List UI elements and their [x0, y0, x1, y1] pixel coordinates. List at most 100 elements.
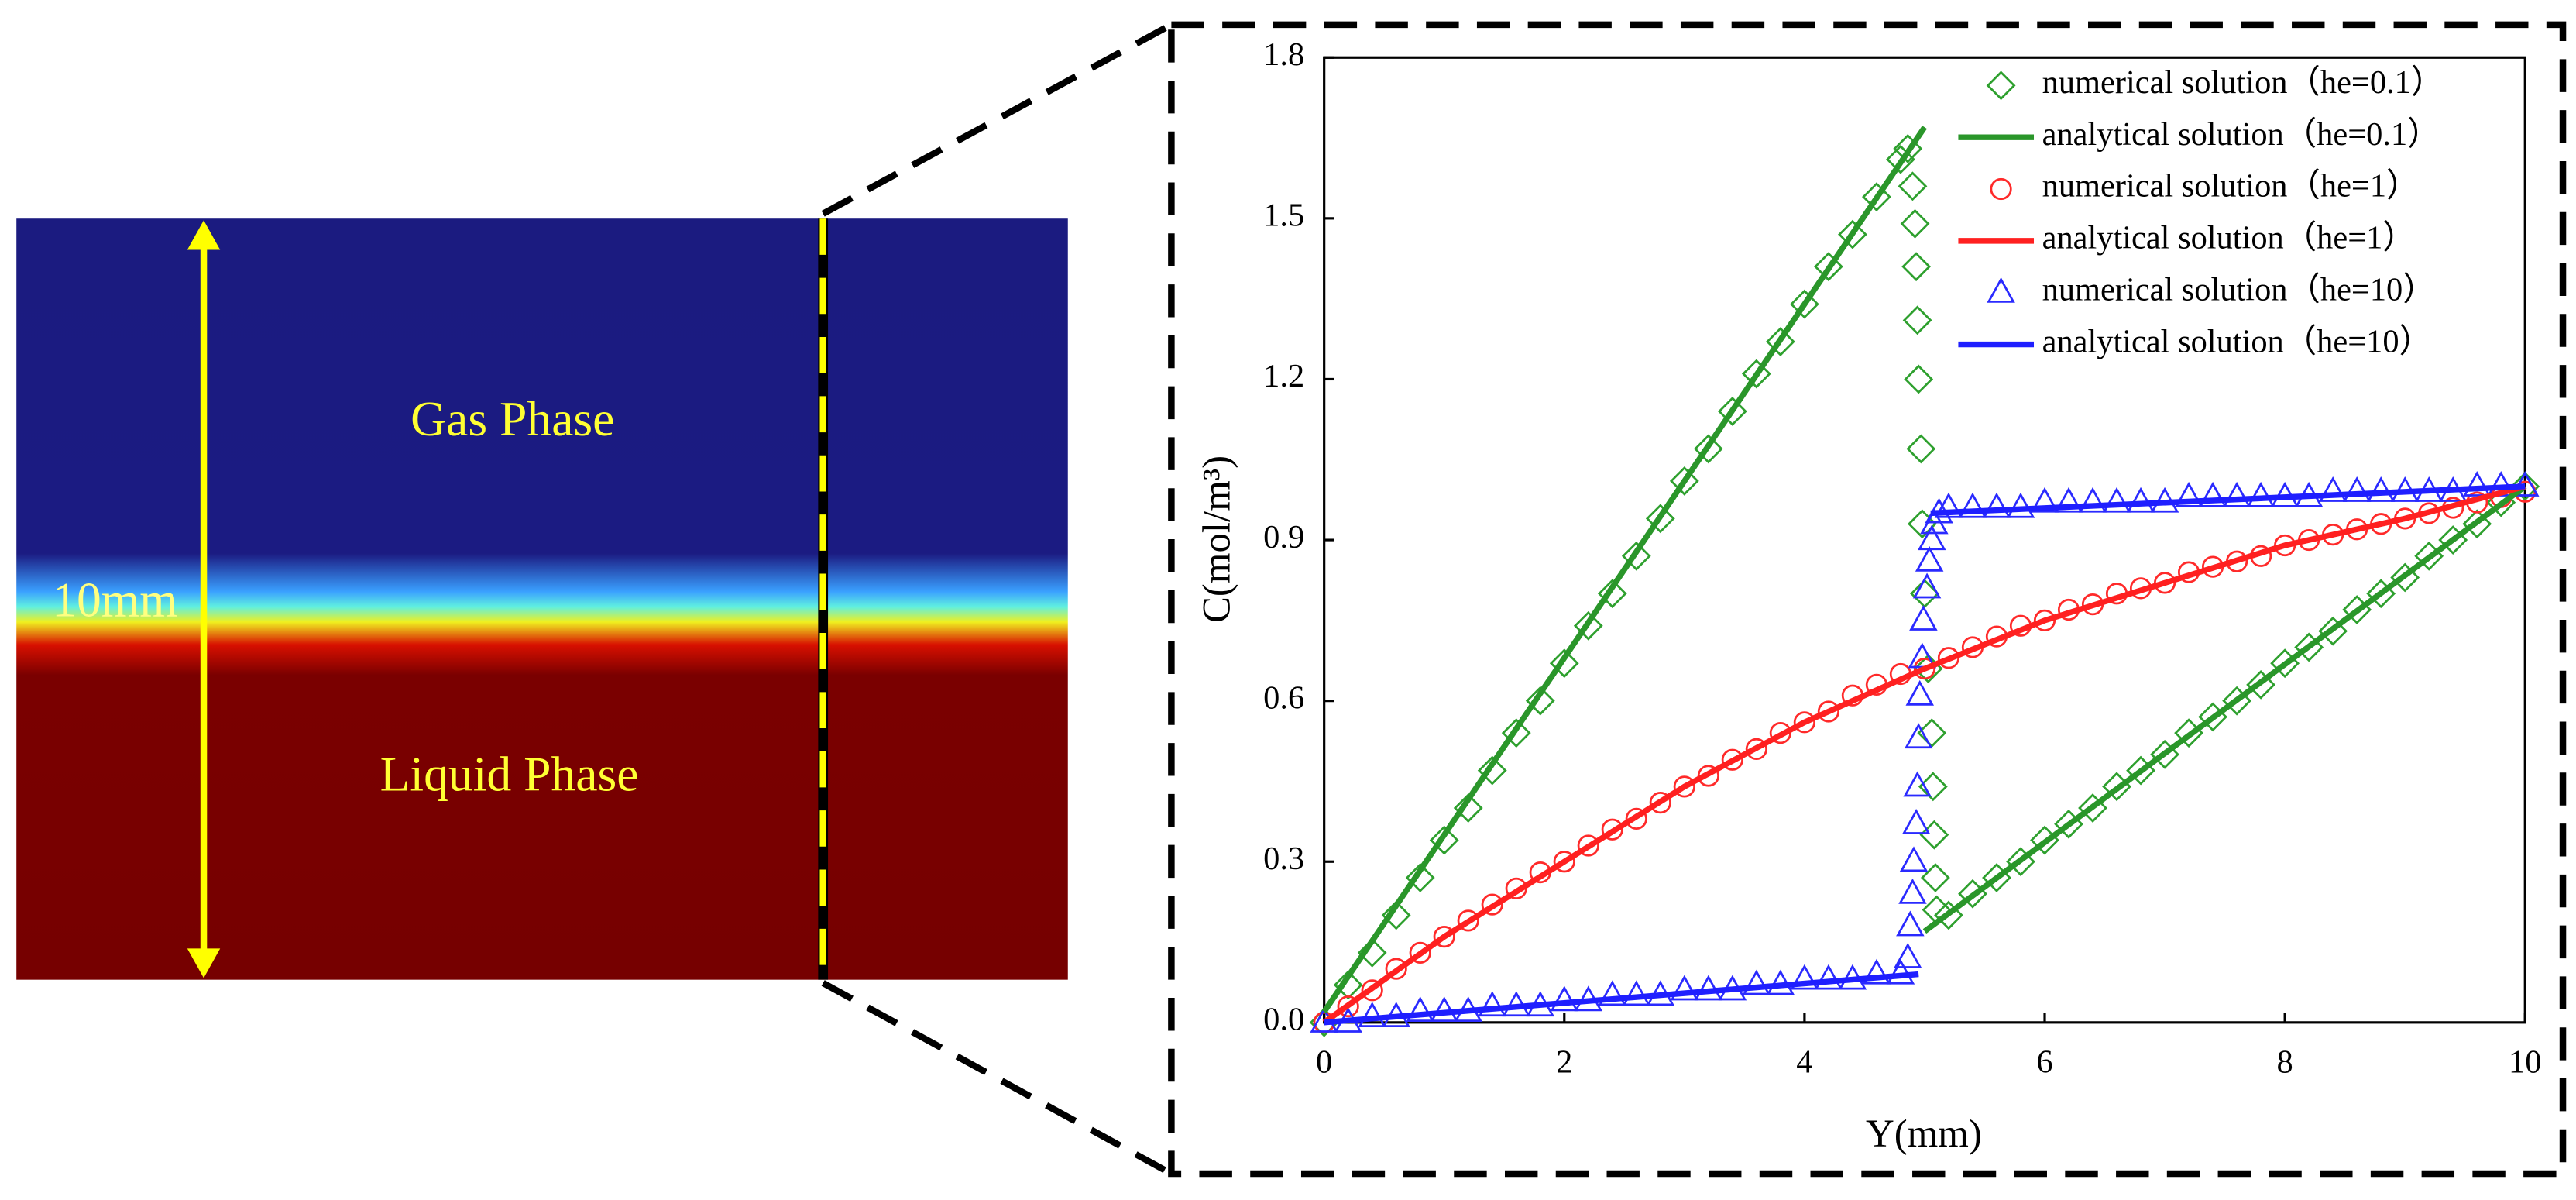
marker-diamond — [2510, 471, 2540, 501]
marker-triangle — [1894, 942, 1922, 968]
marker-diamond — [1357, 937, 1387, 968]
marker-circle — [1361, 979, 1383, 1002]
marker-diamond — [1405, 863, 1435, 892]
x-tick-label: 6 — [2036, 1044, 2052, 1081]
marker-triangle — [2126, 487, 2155, 513]
marker-triangle — [1862, 958, 1891, 985]
legend-label: analytical solution（he=10） — [2042, 323, 2432, 359]
marker-diamond — [1906, 434, 1936, 464]
legend-marker — [1986, 70, 2016, 101]
marker-diamond — [1919, 820, 1949, 850]
marker-circle — [1673, 775, 1695, 798]
gas-label: Gas Phase — [410, 391, 614, 446]
marker-diamond — [1693, 434, 1723, 464]
marker-diamond — [1429, 825, 1459, 855]
marker-triangle — [1918, 524, 1946, 551]
marker-circle — [1817, 700, 1840, 723]
marker-diamond — [1717, 397, 1747, 426]
marker-triangle — [2462, 471, 2492, 497]
y-tick-label: 0.9 — [1263, 519, 1304, 555]
marker-diamond — [1934, 900, 1963, 930]
y-tick-label: 1.2 — [1263, 358, 1304, 394]
zoom-frame — [821, 21, 2567, 1178]
marker-triangle — [2078, 487, 2107, 513]
marker-diamond — [1741, 359, 1771, 389]
marker-triangle — [1934, 492, 1963, 518]
marker-triangle — [1903, 771, 1932, 797]
marker-triangle — [1958, 492, 1987, 518]
marker-diamond — [1333, 970, 1363, 1000]
marker-triangle — [1898, 878, 1927, 904]
marker-diamond — [1477, 755, 1507, 786]
marker-diamond — [1920, 863, 1950, 892]
marker-diamond — [1918, 772, 1948, 802]
marker-diamond — [1893, 133, 1923, 163]
liquid-label: Liquid Phase — [380, 746, 639, 801]
marker-diamond — [1904, 364, 1934, 394]
marker-diamond — [1789, 289, 1819, 319]
marker-circle — [1481, 893, 1503, 916]
analytical-line — [1321, 126, 2527, 1014]
marker-circle — [1577, 834, 1599, 857]
marker-diamond — [1621, 541, 1651, 571]
x-axis-label: Y(mm) — [1866, 1112, 1982, 1156]
marker-triangle — [1982, 492, 2011, 518]
legend-label: analytical solution（he=0.1） — [2042, 116, 2440, 153]
y-tick-label: 0.6 — [1263, 679, 1304, 716]
marker-circle — [1793, 711, 1816, 734]
marker-triangle — [1550, 985, 1579, 1012]
marker-triangle — [1358, 1002, 1386, 1027]
marker-diamond — [1381, 900, 1411, 930]
x-tick-label: 2 — [1556, 1044, 1572, 1081]
legend-marker — [1987, 277, 2015, 303]
marker-circle — [1385, 958, 1407, 980]
x-tick-label: 4 — [1796, 1044, 1812, 1081]
marker-triangle — [2342, 476, 2372, 502]
y-tick-label: 0.0 — [1263, 1002, 1304, 1038]
analytical-line — [1324, 483, 2526, 1026]
marker-diamond — [1645, 504, 1675, 534]
marker-circle — [1745, 738, 1767, 761]
marker-diamond — [2390, 562, 2420, 593]
marker-triangle — [2054, 487, 2083, 513]
marker-diamond — [1907, 509, 1937, 539]
marker-triangle — [2198, 481, 2227, 507]
marker-diamond — [1838, 219, 1867, 249]
marker-diamond — [1453, 793, 1483, 823]
marker-circle — [2153, 572, 2176, 594]
marker-diamond — [1917, 718, 1947, 748]
legend-label: numerical solution（he=10） — [2042, 271, 2436, 308]
marker-triangle — [2102, 487, 2131, 513]
marker-circle — [2033, 609, 2056, 631]
marker-diamond — [1765, 327, 1795, 356]
marker-diamond — [1573, 610, 1603, 641]
marker-diamond — [2246, 669, 2276, 700]
marker-diamond — [1900, 208, 1930, 239]
marker-diamond — [1525, 686, 1555, 716]
marker-diamond — [1549, 648, 1579, 679]
marker-triangle — [1899, 846, 1929, 872]
marker-diamond — [1886, 144, 1915, 174]
marker-diamond — [1901, 252, 1932, 282]
legend-label: analytical solution（he=1） — [2042, 220, 2416, 256]
marker-diamond — [1902, 305, 1932, 335]
marker-circle — [1649, 792, 1671, 814]
marker-triangle — [1912, 572, 1942, 599]
marker-diamond — [1813, 252, 1843, 282]
marker-triangle — [1670, 975, 1699, 1001]
marker-diamond — [1669, 466, 1699, 496]
marker-diamond — [1501, 718, 1531, 748]
legend-label: numerical solution（he=1） — [2042, 168, 2420, 205]
legend-marker — [1990, 177, 2012, 201]
marker-triangle — [1886, 958, 1915, 985]
marker-circle — [1409, 941, 1431, 964]
marker-triangle — [2318, 476, 2348, 502]
marker-circle — [1601, 818, 1623, 841]
analytical-line — [1322, 483, 2526, 1025]
marker-circle — [1457, 909, 1479, 932]
marker-diamond — [1862, 182, 1891, 212]
marker-diamond — [2462, 509, 2492, 539]
y-axis-label: C(mol/m³) — [1196, 456, 1239, 623]
marker-triangle — [1901, 808, 1931, 834]
